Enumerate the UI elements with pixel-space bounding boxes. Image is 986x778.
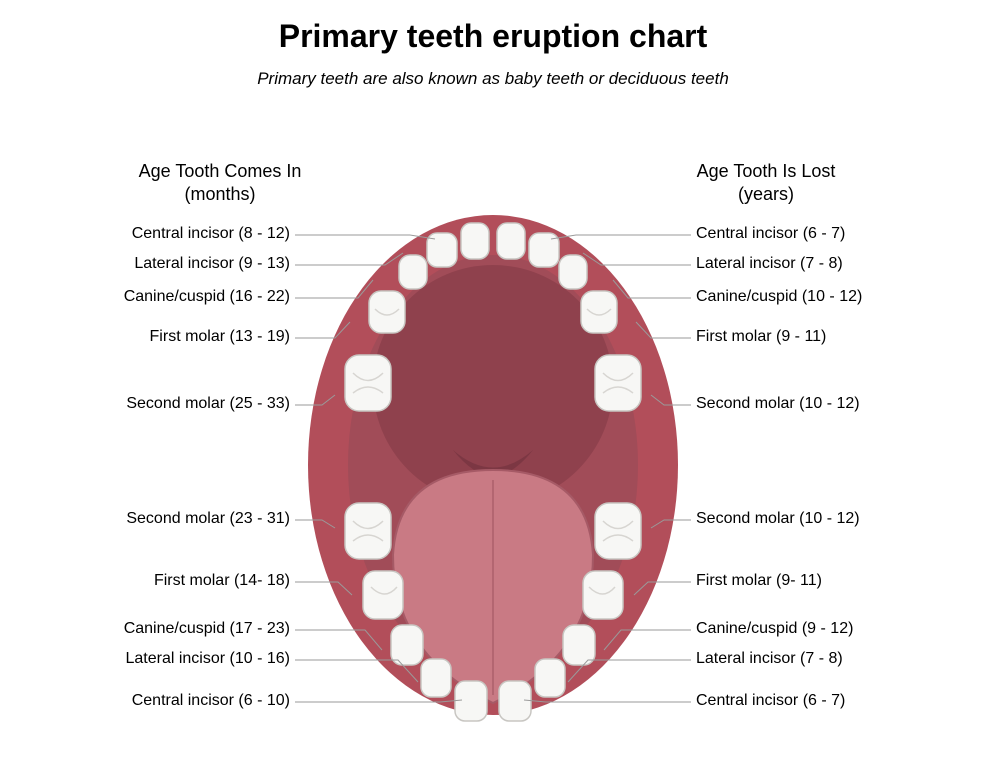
tooth-label: Lateral incisor (7 - 8) bbox=[696, 650, 843, 668]
left-column-header-line1: Age Tooth Comes In bbox=[139, 161, 302, 181]
right-column-header-line2: (years) bbox=[738, 184, 794, 204]
tooth-label: Central incisor (8 - 12) bbox=[132, 225, 290, 243]
tooth-label: Central incisor (6 - 10) bbox=[132, 692, 290, 710]
right-column-header-line1: Age Tooth Is Lost bbox=[697, 161, 836, 181]
right-column-header: Age Tooth Is Lost (years) bbox=[636, 160, 896, 205]
mouth-illustration bbox=[303, 215, 683, 725]
tooth-label: Second molar (10 - 12) bbox=[696, 510, 860, 528]
tooth-label: Central incisor (6 - 7) bbox=[696, 225, 845, 243]
tooth-label: Canine/cuspid (9 - 12) bbox=[696, 620, 853, 638]
tooth-label: Canine/cuspid (10 - 12) bbox=[696, 288, 862, 306]
chart-subtitle: Primary teeth are also known as baby tee… bbox=[0, 69, 986, 89]
left-column-header: Age Tooth Comes In (months) bbox=[90, 160, 350, 205]
teeth-eruption-chart: Primary teeth eruption chart Primary tee… bbox=[0, 0, 986, 778]
tooth-label: Central incisor (6 - 7) bbox=[696, 692, 845, 710]
left-column-header-line2: (months) bbox=[184, 184, 255, 204]
tooth-label: First molar (14- 18) bbox=[154, 572, 290, 590]
tooth-label: First molar (13 - 19) bbox=[150, 328, 290, 346]
tooth-label: Lateral incisor (10 - 16) bbox=[125, 650, 290, 668]
tooth-label: Canine/cuspid (16 - 22) bbox=[124, 288, 290, 306]
tooth-label: Lateral incisor (9 - 13) bbox=[134, 255, 290, 273]
tooth-label: First molar (9 - 11) bbox=[696, 328, 826, 346]
tooth-label: Second molar (23 - 31) bbox=[126, 510, 290, 528]
tooth-label: Second molar (10 - 12) bbox=[696, 395, 860, 413]
chart-title: Primary teeth eruption chart bbox=[0, 0, 986, 55]
tooth-label: Canine/cuspid (17 - 23) bbox=[124, 620, 290, 638]
tooth-label: First molar (9- 11) bbox=[696, 572, 822, 590]
tooth-label: Second molar (25 - 33) bbox=[126, 395, 290, 413]
tooth-label: Lateral incisor (7 - 8) bbox=[696, 255, 843, 273]
